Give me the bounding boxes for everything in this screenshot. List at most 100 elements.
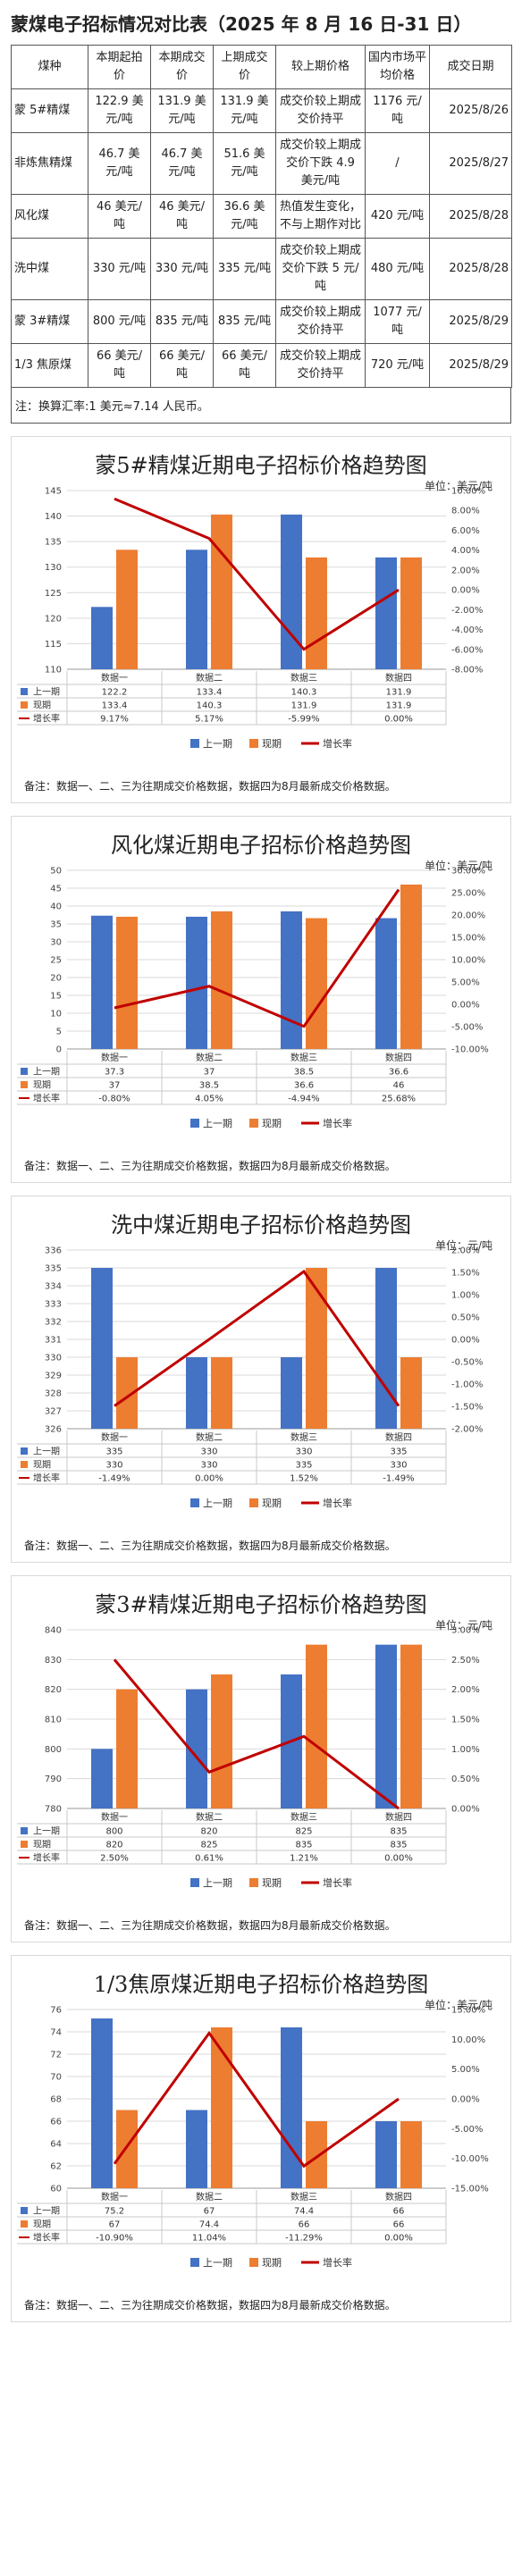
y-tick-label: 76 bbox=[50, 2006, 62, 2016]
cell-deal-price: 131.9 美元/吨 bbox=[150, 88, 214, 133]
legend-key-curr bbox=[249, 739, 258, 748]
header-compare: 较上期价格 bbox=[275, 45, 366, 89]
legend-label: 上一期 bbox=[203, 1118, 232, 1129]
x-tick-label: 数据二 bbox=[196, 672, 223, 684]
bar-prev bbox=[186, 550, 207, 669]
bar-prev bbox=[91, 2018, 113, 2188]
y2-tick-label: -5.00% bbox=[451, 2125, 483, 2135]
legend-key-prev bbox=[190, 1498, 199, 1507]
cell-deal-date: 2025/8/28 bbox=[429, 238, 512, 300]
bar-curr bbox=[306, 1644, 327, 1808]
y-tick-label: 329 bbox=[45, 1372, 62, 1381]
legend-key-prev bbox=[190, 2258, 199, 2267]
bar-curr bbox=[116, 550, 138, 669]
chart-unit: 单位：元/吨 bbox=[434, 1239, 493, 1252]
chart-svg: 780 790 800 810 820 830 840 0.00% 0.50% 1.00% 1.50… bbox=[17, 1626, 480, 1889]
table-row-label: 上一期 bbox=[33, 1447, 60, 1457]
y-tick-label: 334 bbox=[45, 1282, 62, 1292]
y2-tick-label: -1.00% bbox=[451, 1380, 483, 1390]
data-label: 37 bbox=[204, 1068, 215, 1078]
data-label: 37.3 bbox=[105, 1068, 124, 1078]
y2-tick-label: -8.00% bbox=[451, 666, 483, 675]
y2-tick-label: 3.00% bbox=[451, 1626, 480, 1636]
cell-deal-price: 46.7 美元/吨 bbox=[150, 132, 214, 195]
y-tick-label: 333 bbox=[45, 1300, 62, 1310]
legend-key-prev bbox=[190, 1878, 199, 1887]
x-tick-label: 数据四 bbox=[385, 1431, 412, 1443]
table-row-label: 增长率 bbox=[33, 1852, 60, 1864]
chart-title: 洗中煤近期电子招标价格趋势图 bbox=[111, 1212, 411, 1238]
legend-label: 增长率 bbox=[323, 1117, 352, 1129]
data-label: 133.4 bbox=[102, 701, 128, 711]
bar-curr bbox=[400, 1357, 422, 1429]
x-tick-label: 数据四 bbox=[385, 1811, 412, 1823]
y2-tick-label: 8.00% bbox=[451, 507, 480, 516]
chart-svg: 60 62 64 66 68 70 72 74 76 -15.00% -10.00% -5.00% 0.… bbox=[17, 2006, 489, 2269]
y-tick-label: 15 bbox=[50, 992, 62, 1002]
y-tick-label: 50 bbox=[50, 867, 62, 877]
legend-label: 上一期 bbox=[203, 2257, 232, 2269]
y-tick-label: 328 bbox=[45, 1389, 62, 1399]
table-row-label: 现期 bbox=[33, 1840, 51, 1850]
data-label: 131.9 bbox=[291, 701, 317, 711]
header-prev-price: 上期成交价 bbox=[213, 45, 276, 89]
data-label: 5.17% bbox=[195, 715, 223, 725]
cell-compare: 成交价较上期成交价持平 bbox=[275, 299, 366, 344]
y-tick-label: 45 bbox=[50, 885, 62, 894]
y2-tick-label: 0.00% bbox=[451, 1336, 480, 1346]
bar-curr bbox=[306, 918, 327, 1049]
bar-curr bbox=[116, 2110, 138, 2188]
bar-prev bbox=[375, 557, 397, 669]
cell-market-price: 480 元/吨 bbox=[365, 238, 430, 300]
chart-title: 风化煤近期电子招标价格趋势图 bbox=[111, 833, 411, 858]
bar-prev bbox=[281, 1357, 302, 1429]
bar-curr bbox=[211, 514, 232, 669]
table-row: 风化煤 46 美元/吨 46 美元/吨 36.6 美元/吨 热值发生变化，不与上… bbox=[11, 194, 512, 239]
cell-deal-date: 2025/8/29 bbox=[429, 299, 512, 344]
y2-tick-label: 1.00% bbox=[451, 1291, 480, 1301]
bar-curr bbox=[211, 1357, 232, 1429]
y2-tick-label: -10.00% bbox=[451, 2154, 489, 2164]
data-label: 825 bbox=[295, 1827, 312, 1837]
cell-compare: 热值发生变化，不与上期作对比 bbox=[275, 194, 366, 239]
table-legend-key bbox=[21, 1081, 28, 1088]
chart-unit: 单位：美元/吨 bbox=[424, 1999, 493, 2011]
cell-deal-date: 2025/8/26 bbox=[429, 88, 512, 133]
x-tick-label: 数据三 bbox=[290, 1431, 317, 1443]
y2-tick-label: -1.50% bbox=[451, 1403, 483, 1413]
data-label: 820 bbox=[105, 1841, 122, 1850]
table-legend-key bbox=[21, 701, 28, 709]
y2-tick-label: 15.00% bbox=[451, 934, 485, 944]
table-row-label: 上一期 bbox=[33, 1826, 60, 1837]
data-label: 0.00% bbox=[195, 1474, 223, 1484]
bar-curr bbox=[306, 1268, 327, 1429]
table-row-label: 上一期 bbox=[33, 2206, 60, 2217]
cell-prev-price: 131.9 美元/吨 bbox=[213, 88, 276, 133]
data-label: 9.17% bbox=[100, 715, 129, 725]
data-label: -4.94% bbox=[288, 1095, 319, 1104]
data-label: 66 bbox=[393, 2207, 405, 2217]
y-tick-label: 30 bbox=[50, 938, 62, 948]
page-title: 蒙煤电子招标情况对比表（2025 年 8 月 16 日-31 日） bbox=[11, 13, 472, 35]
y2-tick-label: 4.00% bbox=[451, 546, 480, 556]
table-legend-key bbox=[21, 1461, 28, 1468]
y-tick-label: 40 bbox=[50, 902, 62, 912]
y2-tick-label: 5.00% bbox=[451, 978, 480, 988]
data-label: 825 bbox=[200, 1841, 217, 1850]
growth-line bbox=[114, 497, 400, 651]
data-label: 1.52% bbox=[290, 1474, 318, 1484]
data-label: 330 bbox=[105, 1461, 122, 1471]
table-row-label: 上一期 bbox=[33, 687, 60, 698]
y2-tick-label: -6.00% bbox=[451, 645, 483, 655]
x-tick-label: 数据一 bbox=[101, 1811, 128, 1823]
data-label: 1.21% bbox=[290, 1854, 318, 1864]
cell-market-price: 1176 元/吨 bbox=[365, 88, 430, 133]
data-label: 36.6 bbox=[389, 1068, 408, 1078]
y2-tick-label: 15.00% bbox=[451, 2006, 485, 2016]
x-tick-label: 数据三 bbox=[290, 1811, 317, 1823]
y2-tick-label: -2.00% bbox=[451, 606, 483, 616]
y-tick-label: 64 bbox=[50, 2140, 62, 2150]
table-row-label: 增长率 bbox=[33, 1093, 60, 1104]
data-label: 2.50% bbox=[100, 1854, 129, 1864]
legend-key-curr bbox=[249, 1119, 258, 1128]
